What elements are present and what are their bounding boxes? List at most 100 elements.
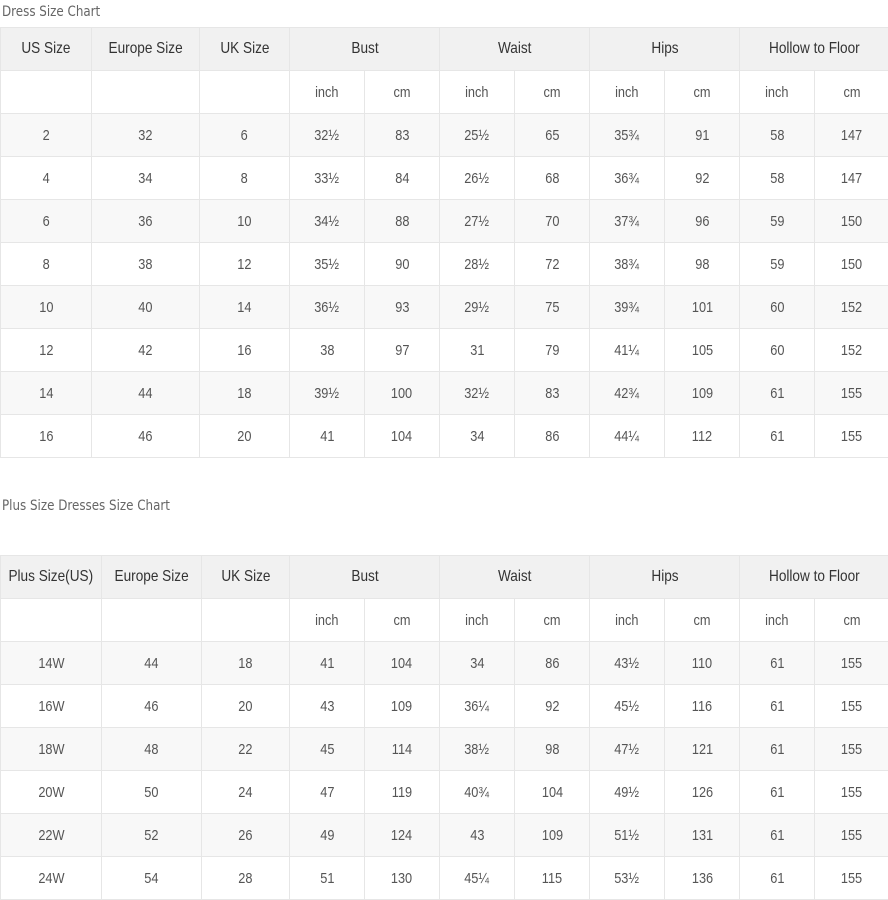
table-cell: 119	[365, 771, 440, 814]
table-cell: 4	[1, 157, 92, 200]
table-cell-text: 43½	[615, 655, 640, 672]
table-cell: 16	[200, 329, 290, 372]
table-cell-text: 68	[545, 170, 559, 187]
table-cell-text: 45¼	[465, 870, 490, 887]
plus-size-chart-title: Plus Size Dresses Size Chart	[2, 498, 170, 514]
table-cell-text: 41	[320, 655, 334, 672]
table-cell: 43½	[590, 642, 665, 685]
table-cell-text: 47	[320, 784, 334, 801]
table-cell-text: 51½	[615, 827, 640, 844]
table-cell: 109	[365, 685, 440, 728]
unit-header-text: cm	[544, 612, 561, 629]
table-cell-text: 26	[238, 827, 252, 844]
table-cell: 92	[665, 157, 740, 200]
table-cell: 34	[92, 157, 200, 200]
column-header-text: Waist	[498, 40, 531, 58]
table-cell: 6	[200, 114, 290, 157]
table-cell-text: 35¾	[615, 127, 640, 144]
table-cell: 18	[202, 642, 290, 685]
table-cell: 104	[365, 415, 440, 458]
table-cell: 61	[740, 814, 815, 857]
column-header-text: Europe Size	[114, 568, 188, 586]
table-cell-text: 93	[395, 299, 409, 316]
table-cell: 38	[92, 243, 200, 286]
table-cell: 90	[365, 243, 440, 286]
table-cell: 38	[290, 329, 365, 372]
column-header: Plus Size(US)	[1, 556, 102, 599]
table-cell-text: 42¾	[615, 385, 640, 402]
table-cell-text: 20	[238, 698, 252, 715]
table-cell-text: 28	[238, 870, 252, 887]
table-cell-text: 47½	[615, 741, 640, 758]
table-cell-text: 43	[470, 827, 484, 844]
table-cell: 24W	[1, 857, 102, 900]
table-cell: 47½	[590, 728, 665, 771]
table-cell-text: 34	[470, 428, 484, 445]
table-cell-text: 72	[545, 256, 559, 273]
empty-cell	[202, 599, 290, 642]
unit-header: cm	[815, 599, 888, 642]
table-cell: 155	[815, 857, 888, 900]
table-cell: 155	[815, 372, 888, 415]
table-cell: 36¾	[590, 157, 665, 200]
table-cell: 61	[740, 728, 815, 771]
table-cell-text: 88	[395, 213, 409, 230]
table-cell-text: 16	[39, 428, 53, 445]
table-cell-text: 44	[144, 655, 158, 672]
table-cell: 84	[365, 157, 440, 200]
table-cell: 36¼	[440, 685, 515, 728]
table-cell: 40¾	[440, 771, 515, 814]
table-cell: 126	[665, 771, 740, 814]
unit-header-text: inch	[765, 84, 788, 101]
table-cell-text: 61	[770, 655, 784, 672]
column-header: UK Size	[202, 556, 290, 599]
table-cell: 112	[665, 415, 740, 458]
table-cell-text: 101	[691, 299, 712, 316]
unit-header: cm	[515, 71, 590, 114]
table-cell-text: 31	[470, 342, 484, 359]
table-cell: 47	[290, 771, 365, 814]
table-cell: 48	[102, 728, 202, 771]
table-cell: 61	[740, 771, 815, 814]
column-header-text: Hips	[651, 40, 678, 58]
table-cell: 41	[290, 642, 365, 685]
table-cell-text: 126	[691, 784, 712, 801]
table-cell: 88	[365, 200, 440, 243]
table-cell: 104	[515, 771, 590, 814]
table-cell: 86	[515, 415, 590, 458]
table-cell: 10	[1, 286, 92, 329]
table-cell-text: 8	[241, 170, 248, 187]
table-cell: 36½	[290, 286, 365, 329]
table-cell-text: 59	[770, 256, 784, 273]
table-cell: 109	[665, 372, 740, 415]
table-cell: 155	[815, 415, 888, 458]
table-cell: 155	[815, 642, 888, 685]
table-cell: 51	[290, 857, 365, 900]
table-cell-text: 60	[770, 299, 784, 316]
table-cell: 32	[92, 114, 200, 157]
table-cell: 18W	[1, 728, 102, 771]
unit-header-text: cm	[843, 612, 860, 629]
table-cell-text: 155	[841, 385, 862, 402]
table-cell-text: 155	[841, 870, 862, 887]
unit-header-text: inch	[315, 84, 338, 101]
table-cell: 150	[815, 243, 888, 286]
table-cell-text: 14W	[38, 655, 64, 672]
unit-header: cm	[815, 71, 888, 114]
table-cell-text: 16W	[38, 698, 64, 715]
table-cell: 34	[440, 415, 515, 458]
unit-header-text: cm	[694, 84, 711, 101]
unit-header: inch	[290, 71, 365, 114]
table-cell-text: 59	[770, 213, 784, 230]
unit-header-text: cm	[843, 84, 860, 101]
column-header: Waist	[440, 556, 590, 599]
